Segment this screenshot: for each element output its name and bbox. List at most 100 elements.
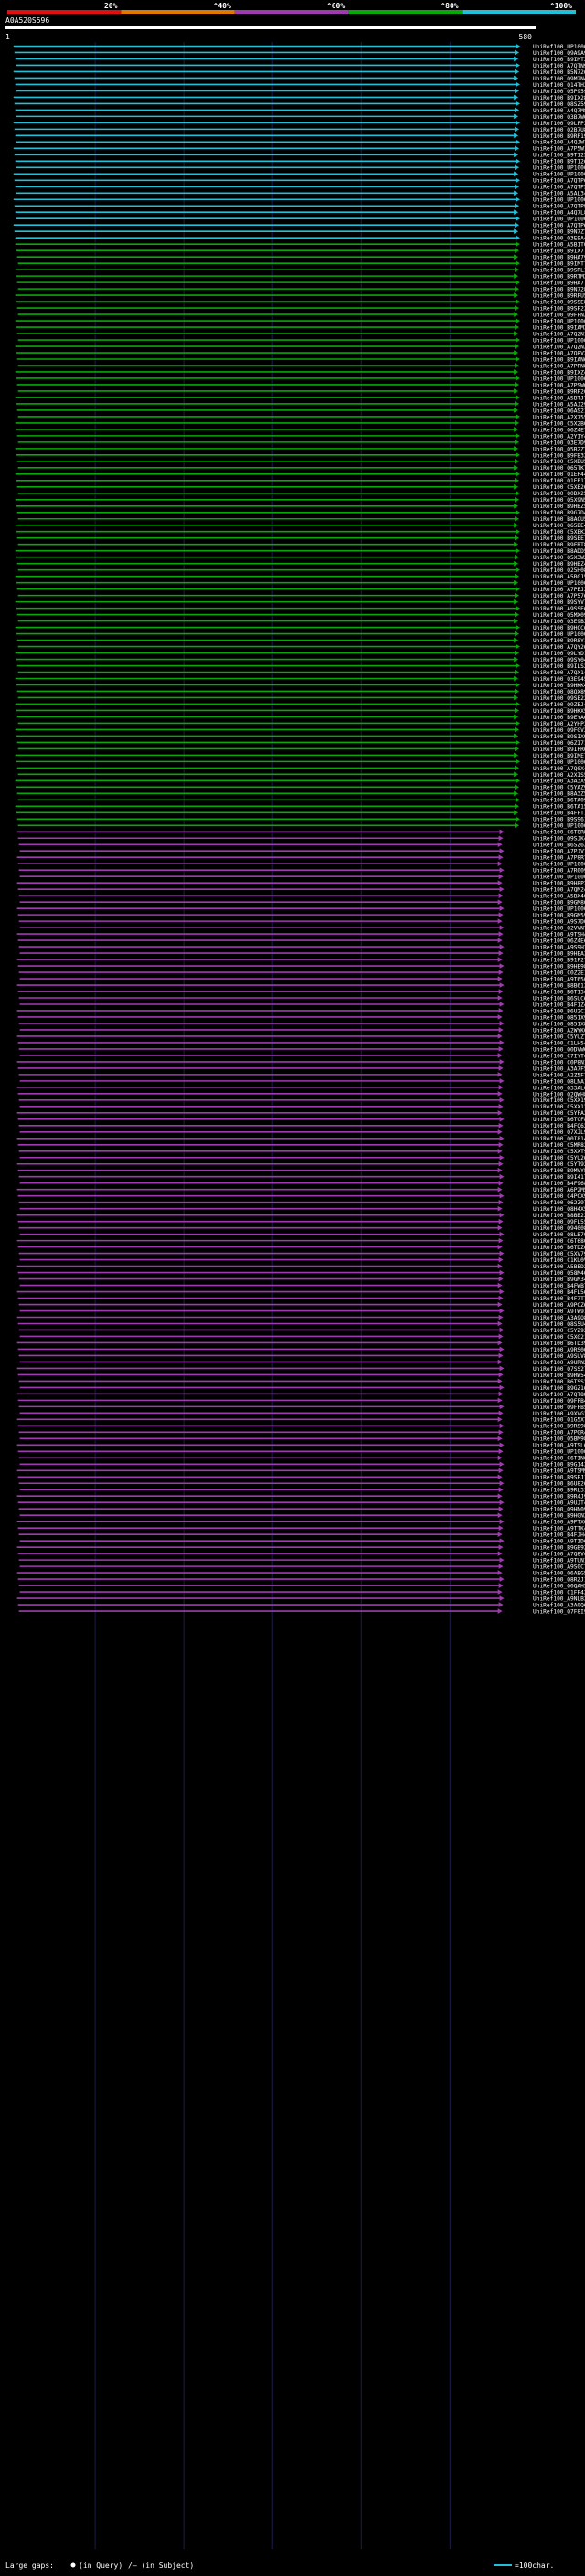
hit-label[interactable]: UniRef100_Q9FFB4 [533, 1398, 585, 1405]
hit-label[interactable]: UniRef100_A9SUV8 [533, 1353, 585, 1360]
hit-label[interactable]: UniRef100_B9HCC6 [533, 625, 585, 631]
hit-label[interactable]: UniRef100_A9PCZ6 [533, 1302, 585, 1309]
hit-label[interactable]: UniRef100_A9SSE6 [533, 606, 585, 612]
hit-label[interactable]: UniRef100_B9I417 [533, 1174, 585, 1181]
hit-label[interactable]: UniRef100_B8ACU5 [533, 516, 585, 523]
hit-label[interactable]: UniRef100_Q6ZI71 [533, 740, 585, 747]
hit-label[interactable]: UniRef100_Q6Z4E6 [533, 938, 585, 944]
hit-label[interactable]: UniRef100_B9SYV7 [533, 599, 585, 606]
hit-label[interactable]: UniRef100_A5BX40 [533, 894, 585, 900]
hit-label[interactable]: UniRef100_B4FJH4 [533, 1532, 585, 1539]
hit-label[interactable]: UniRef100_A9PTX0 [533, 1520, 585, 1526]
hit-label[interactable]: UniRef100_A7QZN1 [533, 331, 585, 337]
hit-label[interactable]: UniRef100_A5AJ29 [533, 401, 585, 408]
hit-label[interactable]: UniRef100_A7QTN9 [533, 63, 585, 69]
hit-label[interactable]: UniRef100_C6TIN6 [533, 1456, 585, 1462]
hit-label[interactable]: UniRef100_C5YUZ7 [533, 1034, 585, 1040]
hit-label[interactable]: UniRef100_A6P2M5 [533, 1187, 585, 1193]
hit-label[interactable]: UniRef100_Q9LYD1 [533, 651, 585, 657]
hit-label[interactable]: UniRef100_C5X2B0 [533, 420, 585, 427]
hit-label[interactable]: UniRef100_C5YT92 [533, 1161, 585, 1168]
hit-label[interactable]: UniRef100_A9NLB2 [533, 1595, 585, 1602]
hit-label[interactable]: UniRef100_B9G143 [533, 1462, 585, 1468]
hit-label[interactable]: UniRef100_B9IAN6 [533, 356, 585, 363]
hit-label[interactable]: UniRef100_B9RTM2 [533, 274, 585, 281]
hit-label[interactable]: UniRef100_Q8H4X5 [533, 1206, 585, 1213]
hit-label[interactable]: UniRef100_A7PSW0 [533, 382, 585, 388]
hit-label[interactable]: UniRef100_A7QTP9 [533, 204, 585, 210]
hit-label[interactable]: UniRef100_A4Q7M8 [533, 108, 585, 114]
hit-label[interactable]: UniRef100_B6U2C1 [533, 1008, 585, 1014]
hit-label[interactable]: UniRef100_UP1000... [533, 165, 585, 172]
hit-label[interactable]: UniRef100_B9IX28 [533, 95, 585, 101]
hit-label[interactable]: UniRef100_C4PCX9 [533, 1193, 585, 1200]
hit-label[interactable]: UniRef100_Q3E9A4 [533, 236, 585, 242]
hit-label[interactable]: UniRef100_Q3B7W0 [533, 114, 585, 121]
hit-label[interactable]: UniRef100_B9T126 [533, 159, 585, 165]
hit-label[interactable]: UniRef100_C5XEK3 [533, 529, 585, 535]
hit-label[interactable]: UniRef100_A5B1T0 [533, 242, 585, 249]
hit-label[interactable]: UniRef100_C5XV79 [533, 1251, 585, 1257]
hit-label[interactable]: UniRef100_B9RS98 [533, 1424, 585, 1430]
hit-label[interactable]: UniRef100_B9RL31 [533, 1488, 585, 1494]
hit-label[interactable]: UniRef100_B9S961 [533, 817, 585, 823]
hit-label[interactable]: UniRef100_Q9FGV3 [533, 727, 585, 734]
hit-label[interactable]: UniRef100_B9SEE7 [533, 535, 585, 542]
hit-label[interactable]: UniRef100_UP1000... [533, 875, 585, 881]
hit-label[interactable]: UniRef100_B6TCF8 [533, 1117, 585, 1123]
hit-label[interactable]: UniRef100_Q9FL55 [533, 1219, 585, 1225]
hit-label[interactable]: UniRef100_A9S7D0 [533, 919, 585, 926]
hit-label[interactable]: UniRef100_B9HKK4 [533, 683, 585, 689]
hit-label[interactable]: UniRef100_B6U826 [533, 1481, 585, 1488]
hit-label[interactable]: UniRef100_C1LH54 [533, 1040, 585, 1046]
hit-label[interactable]: UniRef100_A7Q8V4 [533, 1552, 585, 1558]
hit-label[interactable]: UniRef100_Q5P959 [533, 89, 585, 95]
hit-label[interactable]: UniRef100_A2X755 [533, 414, 585, 420]
hit-label[interactable]: UniRef100_B6TSS2 [533, 1379, 585, 1385]
hit-label[interactable]: UniRef100_Q1EP44 [533, 472, 585, 478]
hit-label[interactable]: UniRef100_B8ADD5 [533, 548, 585, 555]
hit-label[interactable]: UniRef100_B6T134 [533, 989, 585, 995]
hit-label[interactable]: UniRef100_Q9SY04 [533, 657, 585, 663]
hit-label[interactable]: UniRef100_Q9ZEJ4 [533, 702, 585, 708]
hit-label[interactable]: UniRef100_Q2VVN7 [533, 926, 585, 932]
hit-label[interactable]: UniRef100_Q14TH3 [533, 82, 585, 89]
hit-label[interactable]: UniRef100_A7QZN2 [533, 344, 585, 350]
hit-label[interactable]: UniRef100_UP1000... [533, 906, 585, 913]
hit-label[interactable]: UniRef100_A9TW91 [533, 1309, 585, 1315]
hit-label[interactable]: UniRef100_A9TSH4 [533, 932, 585, 938]
hit-label[interactable]: UniRef100_Q25H08 [533, 567, 585, 574]
hit-label[interactable]: UniRef100_C5XG21 [533, 1334, 585, 1341]
hit-label[interactable]: UniRef100_A7QTP6 [533, 223, 585, 229]
hit-label[interactable]: UniRef100_C5XBU5 [533, 459, 585, 465]
hit-label[interactable]: UniRef100_A7QTP5 [533, 185, 585, 191]
hit-label[interactable]: UniRef100_UP1000... [533, 1449, 585, 1456]
hit-label[interactable]: UniRef100_Q9SJK4 [533, 836, 585, 843]
hit-label[interactable]: UniRef100_Q5X3W2 [533, 555, 585, 561]
hit-label[interactable]: UniRef100_UP1000... [533, 44, 585, 50]
hit-label[interactable]: UniRef100_A7QT88 [533, 1392, 585, 1398]
hit-label[interactable]: UniRef100_B91F27 [533, 957, 585, 963]
hit-label[interactable]: UniRef100_Q8LNA1 [533, 1078, 585, 1085]
hit-label[interactable]: UniRef100_B9SF22 [533, 305, 585, 312]
hit-label[interactable]: UniRef100_Q33AL0 [533, 1085, 585, 1091]
hit-label[interactable]: UniRef100_UP1000... [533, 631, 585, 638]
hit-label[interactable]: UniRef100_A3A7F5 [533, 1065, 585, 1072]
hit-label[interactable]: UniRef100_B9RP19 [533, 133, 585, 140]
hit-label[interactable]: UniRef100_Q8SZ59 [533, 101, 585, 108]
hit-label[interactable]: UniRef100_B9IXZ4 [533, 369, 585, 376]
hit-label[interactable]: UniRef100_B9HE98 [533, 963, 585, 970]
hit-label[interactable]: UniRef100_C6T680 [533, 1238, 585, 1245]
hit-label[interactable]: UniRef100_Q9A9A9 [533, 50, 585, 57]
hit-label[interactable]: UniRef100_C0Z2E1 [533, 970, 585, 976]
hit-label[interactable]: UniRef100_B9HA79 [533, 255, 585, 261]
hit-label[interactable]: UniRef100_B9HGN3 [533, 1513, 585, 1520]
hit-label[interactable]: UniRef100_Q3E945 [533, 676, 585, 683]
hit-label[interactable]: UniRef100_B6SUC6 [533, 995, 585, 1002]
hit-label[interactable]: UniRef100_Q9LFP3 [533, 121, 585, 127]
hit-label[interactable]: UniRef100_UP1000... [533, 197, 585, 204]
hit-label[interactable]: UniRef100_B9IPR6 [533, 747, 585, 753]
hit-label[interactable]: UniRef100_Q2B7U8 [533, 127, 585, 133]
hit-label[interactable]: UniRef100_B6SZ62 [533, 843, 585, 849]
hit-label[interactable]: UniRef100_B9G7D4 [533, 510, 585, 516]
